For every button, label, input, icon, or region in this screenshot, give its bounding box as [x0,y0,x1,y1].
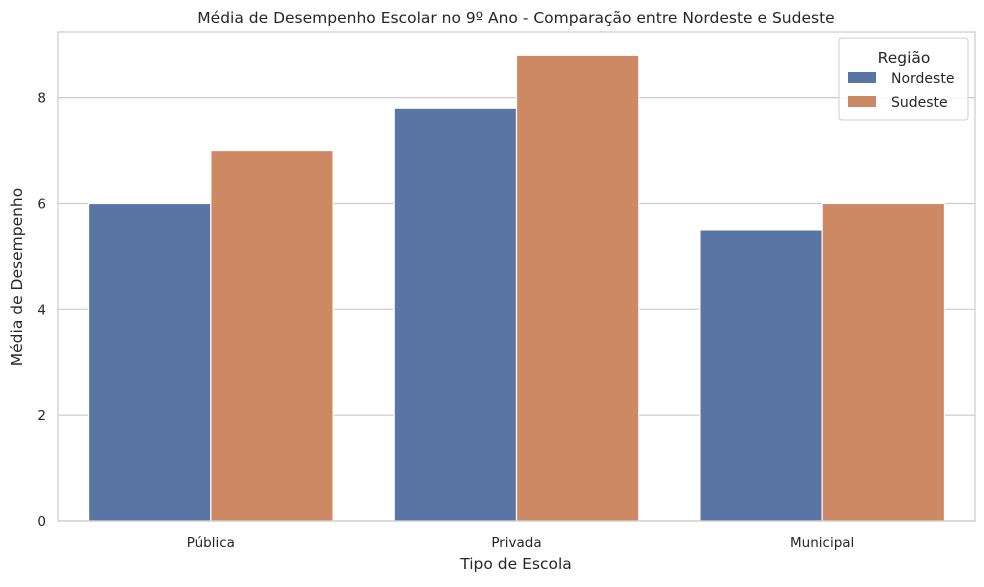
bar-sudeste-0 [210,149,334,522]
x-axis-label: Tipo de Escola [459,555,572,573]
bar-nordeste-0 [87,202,212,522]
x-tick-label: Municipal [790,535,854,551]
bar-sudeste-1 [515,54,640,522]
legend-title: Região [878,49,931,67]
y-tick-label: 0 [37,514,46,530]
chart-title: Média de Desempenho Escolar no 9º Ano - … [197,9,834,27]
x-tick-label: Privada [491,535,541,551]
legend-label-nordeste: Nordeste [891,71,954,87]
x-axis-ticks: Pública Privada Municipal [187,535,855,551]
bars [87,54,946,522]
legend-swatch-nordeste [848,72,876,83]
y-tick-label: 2 [37,408,46,424]
legend: Região Nordeste Sudeste [838,37,969,121]
y-tick-label: 4 [37,302,46,318]
x-tick-label: Pública [187,535,235,551]
legend-label-sudeste: Sudeste [891,95,948,111]
bar-nordeste-2 [699,229,823,522]
bar-nordeste-1 [393,107,518,522]
y-axis-ticks: 0 2 4 6 8 [37,91,46,530]
y-axis-label: Média de Desempenho [8,188,26,366]
plot-border [57,31,976,522]
y-tick-label: 6 [37,196,46,212]
bar-sudeste-2 [821,202,946,522]
y-tick-label: 8 [37,91,46,107]
legend-swatch-sudeste [848,96,876,107]
